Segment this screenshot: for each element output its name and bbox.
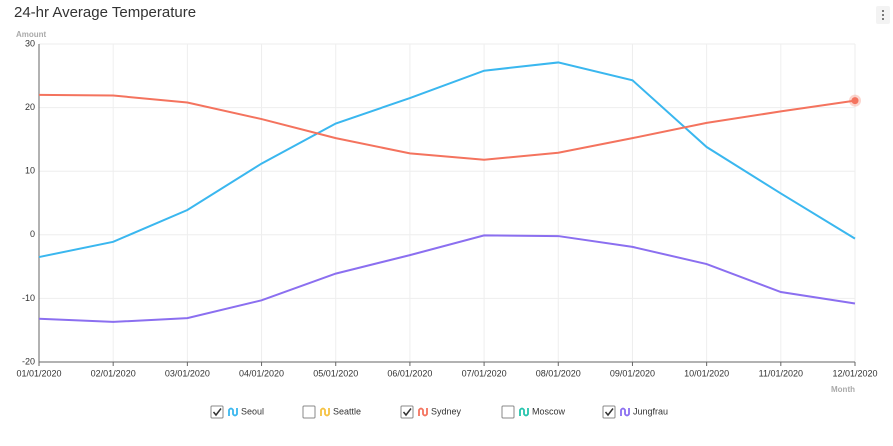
y-tick-label: -20 [22,356,35,366]
legend-item[interactable]: Moscow [501,405,566,419]
legend-checkbox [302,405,316,419]
legend-item[interactable]: Seoul [210,405,264,419]
x-tick-label: 05/01/2020 [313,368,358,378]
y-tick-label: -10 [22,293,35,303]
x-tick-label: 08/01/2020 [536,368,581,378]
y-tick-label: 30 [25,38,35,48]
legend-label: Jungfrau [633,406,668,416]
x-tick-label: 02/01/2020 [91,368,136,378]
highlight-point [851,97,859,105]
menu-button[interactable] [876,6,890,24]
series-line [38,234,856,323]
x-tick-label: 12/01/2020 [832,368,877,378]
x-tick-label: 11/01/2020 [759,368,803,378]
series-line [38,93,856,161]
legend-label: Moscow [532,406,566,416]
x-tick-label: 06/01/2020 [387,368,432,378]
legend-label: Seattle [333,406,361,416]
x-tick-label: 07/01/2020 [462,368,507,378]
legend-icon [228,407,238,417]
checkmark [402,408,412,417]
chart-title: 24-hr Average Temperature [14,4,196,21]
legend-label: Seoul [241,406,264,416]
x-tick-label: 01/01/2020 [16,368,61,378]
legend-item[interactable]: Seattle [302,405,361,419]
x-tick-label: 04/01/2020 [239,368,284,378]
y-axis-label: Amount [16,30,47,39]
series-line [38,61,856,259]
x-tick-label: 03/01/2020 [165,368,210,378]
legend-label: Sydney [431,406,462,416]
legend-checkbox [602,405,616,419]
legend-checkbox [210,405,224,419]
legend-checkbox [501,405,515,419]
y-tick-label: 10 [25,166,35,176]
legend-icon [519,407,529,417]
legend-icon [620,407,630,417]
y-tick-label: 20 [25,102,35,112]
checkmark [212,408,222,417]
checkmark [604,408,614,417]
x-axis-label: Month [831,385,855,394]
legend-item[interactable]: Jungfrau [602,405,668,419]
x-tick-label: 10/01/2020 [684,368,729,378]
x-tick-label: 09/01/2020 [610,368,655,378]
legend-icon [418,407,428,417]
legend-icon [320,407,330,417]
legend-item[interactable]: Sydney [400,405,462,419]
y-tick-label: 0 [30,229,35,239]
legend-checkbox [400,405,414,419]
